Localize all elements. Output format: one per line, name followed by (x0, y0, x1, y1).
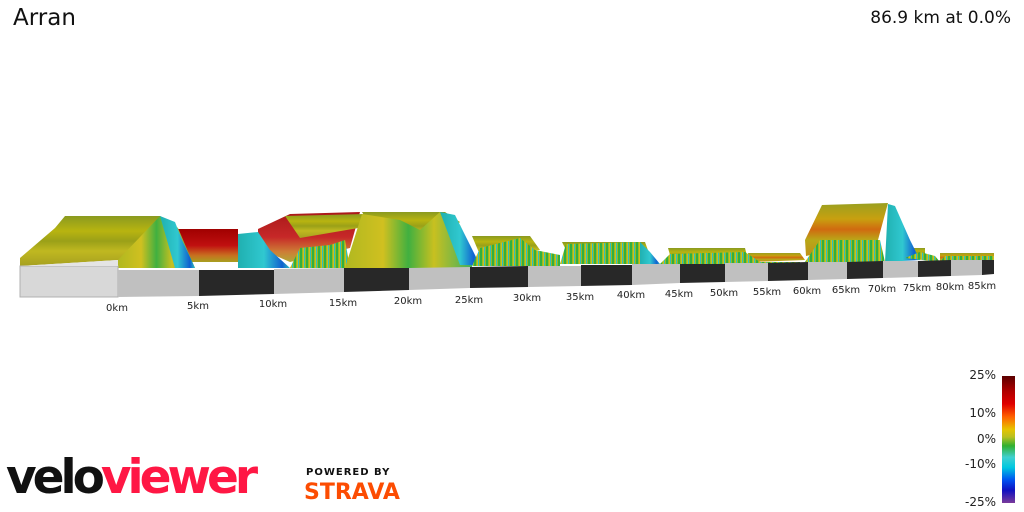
x-tick: 5km (187, 301, 209, 312)
x-tick: 55km (752, 287, 782, 298)
distance-ribbon (19, 260, 994, 298)
legend-label: 25% (969, 368, 996, 382)
x-tick: 10km (258, 299, 288, 310)
route-title: Arran (13, 5, 76, 31)
x-tick: 65km (831, 285, 861, 296)
legend-label: -10% (964, 457, 996, 471)
x-tick: 20km (393, 296, 423, 307)
strava-logo: STRAVA (304, 480, 400, 505)
x-tick: 15km (328, 298, 358, 309)
x-tick: 60km (792, 286, 822, 297)
x-tick: 30km (512, 293, 542, 304)
gradient-color-bar (1002, 376, 1015, 503)
x-tick: 35km (565, 292, 595, 303)
x-tick: 50km (709, 288, 739, 299)
x-tick: 25km (454, 295, 484, 306)
elevation-profile-chart (19, 203, 994, 298)
route-summary: 86.9 km at 0.0% (870, 8, 1011, 28)
logo-velo: velo (6, 450, 105, 505)
veloviewer-logo: veloviewer (6, 450, 258, 505)
legend-label: 10% (969, 406, 996, 420)
x-tick: 40km (616, 290, 646, 301)
x-tick: 75km (902, 283, 932, 294)
legend-label: 0% (976, 432, 996, 446)
x-tick: 45km (664, 289, 694, 300)
x-tick: 85km (967, 281, 997, 292)
x-tick: 80km (935, 282, 965, 293)
gradient-legend: 25% 10% 0% -10% -25% (940, 368, 1024, 512)
x-tick: 0km (106, 303, 128, 314)
x-tick: 70km (867, 284, 897, 295)
logo-viewer: viewer (100, 450, 258, 505)
powered-by-label: POWERED BY (306, 467, 391, 478)
profile-front-faces (118, 204, 994, 268)
legend-label: -25% (964, 495, 996, 509)
